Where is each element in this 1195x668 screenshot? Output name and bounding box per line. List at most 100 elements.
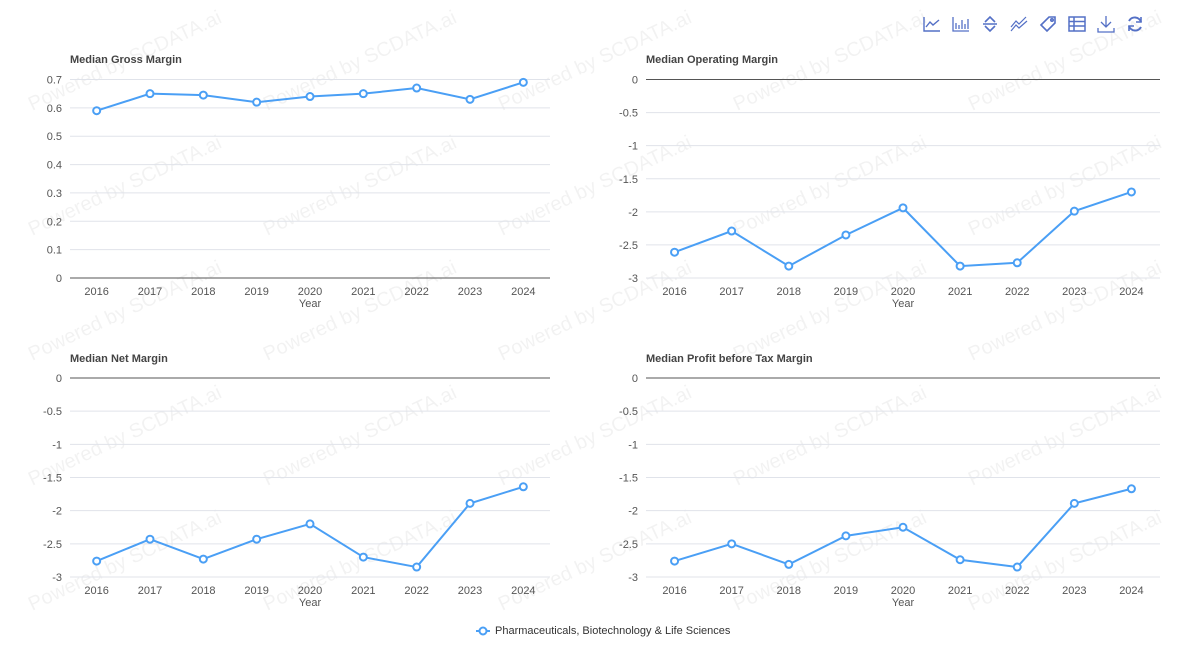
stack-icon[interactable]: [980, 14, 1000, 34]
x-tick-label: 2017: [138, 286, 162, 298]
data-point: [358, 89, 368, 99]
x-axis-label: Year: [892, 298, 915, 310]
y-tick-label: -1.5: [619, 174, 638, 186]
x-tick-label: 2023: [458, 286, 482, 298]
data-point: [518, 482, 528, 492]
x-tick-label: 2018: [777, 286, 801, 298]
x-tick-label: 2024: [1119, 585, 1143, 597]
y-tick-label: -0.5: [43, 406, 62, 418]
data-point: [358, 552, 368, 562]
data-point: [1012, 562, 1022, 572]
x-tick-label: 2019: [834, 286, 858, 298]
chart-title: Median Gross Margin: [70, 54, 182, 66]
x-tick-label: 2022: [404, 585, 428, 597]
y-tick-label: 0: [56, 373, 62, 385]
y-tick-label: 0: [632, 373, 638, 385]
data-point: [670, 247, 680, 257]
data-point: [198, 554, 208, 564]
x-tick-label: 2018: [191, 286, 215, 298]
x-tick-label: 2023: [1062, 286, 1086, 298]
y-tick-label: 0.5: [47, 131, 62, 143]
x-axis-label: Year: [299, 298, 322, 310]
y-tick-label: 0.1: [47, 245, 62, 257]
y-tick-label: -1: [628, 439, 638, 451]
y-tick-label: -2.5: [43, 539, 62, 551]
data-point: [92, 556, 102, 566]
data-point: [955, 555, 965, 565]
x-tick-label: 2022: [1005, 286, 1029, 298]
chart-title: Median Operating Margin: [646, 54, 778, 66]
x-axis-label: Year: [299, 597, 322, 609]
y-tick-label: -1.5: [619, 473, 638, 485]
x-tick-label: 2021: [351, 286, 375, 298]
data-point: [955, 261, 965, 271]
y-tick-label: -0.5: [619, 108, 638, 120]
y-tick-label: -3: [628, 273, 638, 285]
data-point: [1069, 498, 1079, 508]
data-point: [727, 226, 737, 236]
x-tick-label: 2024: [511, 585, 535, 597]
x-tick-label: 2020: [298, 585, 322, 597]
y-tick-label: -3: [52, 572, 62, 584]
data-point: [784, 559, 794, 569]
y-tick-label: -1: [628, 141, 638, 153]
legend-marker-icon: [476, 626, 490, 636]
x-tick-label: 2017: [719, 585, 743, 597]
y-tick-label: -1.5: [43, 473, 62, 485]
y-tick-label: -0.5: [619, 406, 638, 418]
line-chart-icon[interactable]: [922, 14, 942, 34]
data-point: [92, 106, 102, 116]
data-point: [145, 89, 155, 99]
y-tick-label: -2: [628, 506, 638, 518]
x-tick-label: 2022: [1005, 585, 1029, 597]
legend-label: Pharmaceuticals, Biotechnology & Life Sc…: [495, 625, 731, 637]
data-point: [841, 230, 851, 240]
series-line: [674, 191, 1132, 268]
x-tick-label: 2024: [511, 286, 535, 298]
data-point: [670, 556, 680, 566]
chart-title: Median Profit before Tax Margin: [646, 353, 813, 365]
x-tick-label: 2020: [891, 286, 915, 298]
data-point: [465, 498, 475, 508]
data-point: [841, 531, 851, 541]
x-tick-label: 2018: [777, 585, 801, 597]
x-tick-label: 2019: [834, 585, 858, 597]
x-axis-label: Year: [892, 597, 915, 609]
data-view-icon[interactable]: [1067, 14, 1087, 34]
data-point: [1012, 258, 1022, 268]
x-tick-label: 2016: [84, 286, 108, 298]
data-point: [252, 97, 262, 107]
x-tick-label: 2017: [138, 585, 162, 597]
data-point: [1126, 187, 1136, 197]
y-tick-label: 0.2: [47, 216, 62, 228]
x-tick-label: 2016: [662, 585, 686, 597]
x-tick-label: 2022: [404, 286, 428, 298]
legend-item[interactable]: Pharmaceuticals, Biotechnology & Life Sc…: [476, 625, 730, 637]
data-point: [727, 539, 737, 549]
download-icon[interactable]: [1096, 14, 1116, 34]
data-point: [412, 562, 422, 572]
x-tick-label: 2021: [948, 585, 972, 597]
x-tick-label: 2018: [191, 585, 215, 597]
x-tick-label: 2020: [891, 585, 915, 597]
y-tick-label: 0: [632, 75, 638, 87]
bar-chart-icon[interactable]: [951, 14, 971, 34]
y-tick-label: 0: [56, 273, 62, 285]
data-point: [898, 522, 908, 532]
data-point: [1069, 206, 1079, 216]
x-tick-label: 2020: [298, 286, 322, 298]
data-point: [145, 534, 155, 544]
refresh-icon[interactable]: [1125, 14, 1145, 34]
data-point: [518, 77, 528, 87]
tag-icon[interactable]: [1038, 14, 1058, 34]
x-tick-label: 2023: [1062, 585, 1086, 597]
x-tick-label: 2016: [84, 585, 108, 597]
x-tick-label: 2019: [244, 286, 268, 298]
data-point: [198, 90, 208, 100]
y-tick-label: -2.5: [619, 539, 638, 551]
tiled-icon[interactable]: [1009, 14, 1029, 34]
data-point: [412, 83, 422, 93]
x-tick-label: 2021: [351, 585, 375, 597]
y-tick-label: 0.3: [47, 188, 62, 200]
